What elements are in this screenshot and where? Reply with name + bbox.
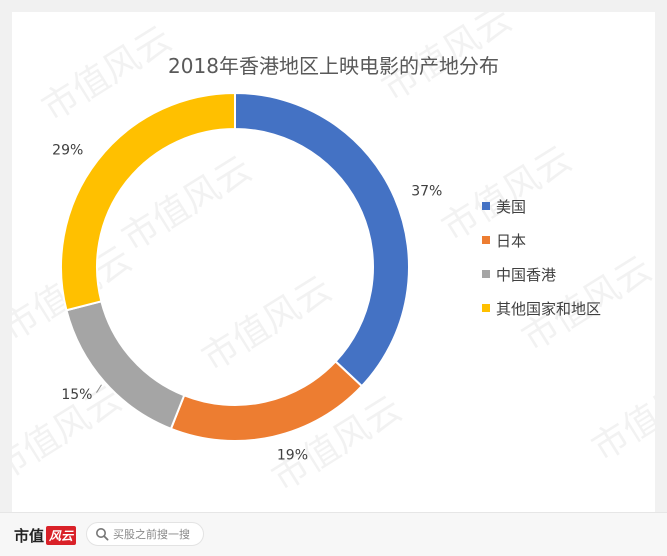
donut-slice-4 [60,91,236,312]
donut-slice-2 [169,360,364,442]
brand-logo[interactable]: 市值 风云 [14,525,77,545]
legend-swatch-3 [482,270,490,278]
legend-label-2: 日本 [496,232,526,250]
leader-line-3 [96,384,102,393]
data-label-2: 19% [277,447,308,463]
data-label-4: 29% [52,142,83,158]
search-placeholder: 买股之前搜一搜 [113,528,190,541]
search-box[interactable]: 买股之前搜一搜 [86,522,204,546]
brand-logo-main: 市值 [14,526,45,545]
footer-bar: 市值 风云 买股之前搜一搜 [0,512,667,556]
legend-swatch-4 [482,304,490,312]
legend-label-4: 其他国家和地区 [496,300,601,318]
legend-swatch-1 [482,202,490,210]
data-label-1: 37% [411,184,442,200]
legend-label-1: 美国 [496,198,526,216]
data-label-3: 15% [61,387,92,403]
chart-title: 2018年香港地区上映电影的产地分布 [168,54,499,78]
donut-slice-1 [234,91,410,388]
chart-card: 市值风云市值风云市值风云市值风云市值风云市值风云市值风云市值风云市值风云市值风云… [0,0,667,512]
donut-slice-3 [65,300,186,431]
legend-label-3: 中国香港 [496,266,556,284]
search-icon [96,528,109,541]
brand-logo-sub: 风云 [46,525,77,545]
legend-swatch-2 [482,236,490,244]
